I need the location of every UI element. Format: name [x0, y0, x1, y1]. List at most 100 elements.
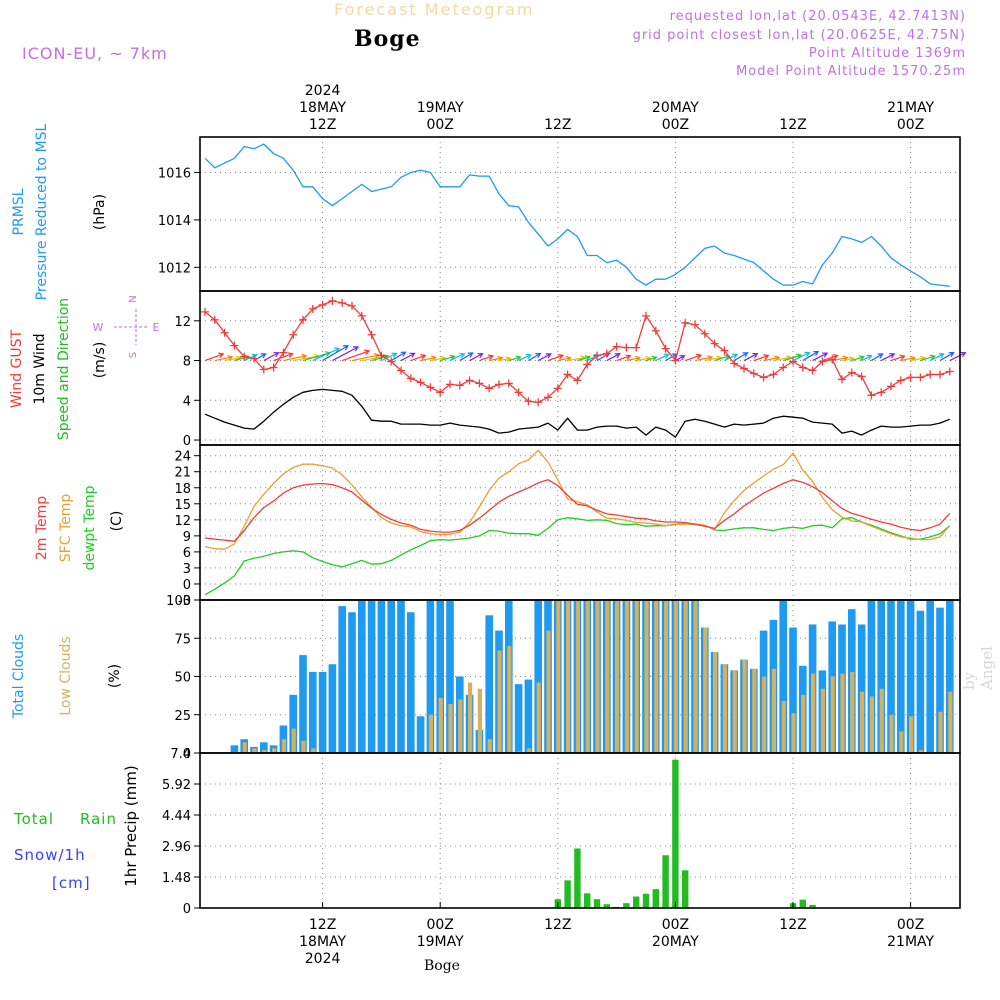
- y-tick-label: 5.92: [162, 778, 191, 793]
- total-clouds-bar: [289, 694, 297, 753]
- wind-direction-arrowhead: [364, 349, 371, 356]
- gust-marker: [240, 352, 249, 361]
- gust-marker: [583, 360, 592, 369]
- wind-direction-arrow: [851, 356, 865, 362]
- wind-direction-arrowhead: [742, 352, 749, 358]
- bottom-time-label: 00Z: [426, 917, 453, 933]
- gust-marker: [308, 304, 317, 313]
- y-tick-label: 8: [183, 355, 191, 370]
- low-clouds-bar: [791, 713, 796, 753]
- wind-direction-arrow: [616, 355, 631, 362]
- wind-direction-arrow: [440, 355, 455, 362]
- low-clouds-bar: [615, 600, 620, 753]
- wind-direction-arrow: [371, 355, 389, 362]
- gust-marker: [838, 375, 846, 384]
- low-clouds-bar: [242, 742, 247, 753]
- low-clouds-bar: [575, 600, 580, 753]
- wind-direction-arrowhead: [301, 353, 308, 360]
- model-label: ICON-EU, ~ 7km: [22, 44, 168, 63]
- low-clouds-bar: [938, 711, 943, 753]
- axis-label-snow-unit: [cm]: [52, 874, 91, 892]
- low-clouds-bar: [438, 697, 443, 753]
- panel-frame-pressure: [199, 136, 961, 292]
- wind-direction-arrow: [694, 356, 713, 362]
- y-tick-label: 1014: [158, 214, 191, 229]
- y-tick-label: 4.44: [162, 809, 191, 824]
- axis-label-wind-gust: Wind GUST: [9, 329, 25, 408]
- wind-direction-arrow: [900, 357, 915, 362]
- wind-direction-arrowhead: [929, 354, 936, 361]
- wind-direction-arrowhead: [273, 352, 280, 358]
- wind-direction-arrow: [812, 352, 828, 362]
- low-clouds-bar: [291, 728, 296, 753]
- wind-direction-arrow: [822, 354, 838, 362]
- wind-direction-arrowhead: [535, 352, 542, 359]
- wind-direction-arrowhead: [877, 353, 884, 359]
- wind-direction-arrow: [626, 357, 641, 362]
- gust-marker: [553, 384, 562, 393]
- total-clouds-bar: [299, 655, 307, 753]
- y-tick-label: 2.96: [162, 840, 191, 855]
- gust-marker: [210, 315, 219, 324]
- bottom-time-label: 00Z: [662, 917, 689, 933]
- gust-marker: [632, 343, 641, 352]
- wind-direction-arrow: [645, 356, 657, 362]
- low-clouds-bar: [781, 700, 786, 753]
- low-clouds-bar: [742, 659, 747, 753]
- gust-marker: [877, 388, 886, 397]
- gust-marker: [720, 346, 729, 355]
- panel-frame-wind: [199, 290, 961, 446]
- total-clouds-bar: [887, 600, 895, 753]
- top-time-label: 12Z: [779, 117, 806, 133]
- total-clouds-bar: [416, 716, 425, 753]
- wind-direction-arrow: [547, 354, 564, 362]
- wind-direction-arrow: [351, 354, 379, 362]
- wind-direction-arrowhead: [651, 355, 658, 362]
- low-clouds-bar: [889, 714, 894, 753]
- total-clouds-bar: [936, 607, 944, 753]
- wind-direction-arrowhead: [614, 353, 621, 359]
- precip-bar: [809, 904, 816, 908]
- wind-direction-arrowhead: [400, 351, 407, 357]
- axis-label-sfc-temp: SFC Temp: [58, 494, 74, 563]
- axis-label-prmsl: PRMSL: [11, 188, 27, 235]
- wind-direction-arrow: [665, 353, 678, 362]
- wind-direction-arrow: [341, 350, 370, 362]
- low-clouds-bar: [281, 739, 286, 753]
- low-clouds-bar: [566, 600, 571, 753]
- wind-direction-arrow: [841, 357, 854, 362]
- wind-direction-arrowhead: [938, 353, 945, 359]
- gust-marker: [622, 343, 631, 352]
- total-clouds-bar: [906, 600, 915, 753]
- wind-direction-arrow: [675, 355, 685, 362]
- low-clouds-bar: [762, 676, 767, 753]
- precip-bar: [633, 896, 640, 908]
- wind-direction-arrowhead: [822, 352, 829, 358]
- total-clouds-bar: [318, 671, 327, 753]
- gust-marker: [887, 382, 895, 391]
- wind-direction-arrow: [390, 351, 406, 362]
- gust-marker: [563, 370, 572, 379]
- wind-direction-arrowhead: [409, 352, 416, 358]
- low-clouds-bar: [683, 600, 688, 753]
- low-clouds-bar: [497, 650, 502, 753]
- low-clouds-bar: [899, 731, 904, 753]
- wind-direction-arrowhead: [420, 354, 427, 360]
- y-tick-label: 4: [183, 394, 191, 409]
- total-clouds-bar: [309, 671, 317, 753]
- gust-marker: [201, 307, 209, 316]
- total-clouds-bar: [867, 600, 876, 753]
- low-clouds-bar: [546, 630, 551, 753]
- low-clouds-bar: [918, 749, 923, 753]
- gust-marker: [828, 355, 837, 364]
- gust-marker: [387, 357, 396, 366]
- gust-marker: [259, 365, 268, 374]
- wind-direction-arrow: [753, 355, 769, 362]
- wind-direction-arrow: [890, 355, 905, 362]
- wind-direction-arrow: [420, 356, 436, 362]
- wind-direction-arrow: [871, 353, 883, 362]
- wind-direction-arrow: [322, 345, 349, 362]
- wind-direction-arrowhead: [695, 353, 703, 360]
- gust-marker: [250, 354, 258, 363]
- wind-direction-arrow: [381, 353, 397, 362]
